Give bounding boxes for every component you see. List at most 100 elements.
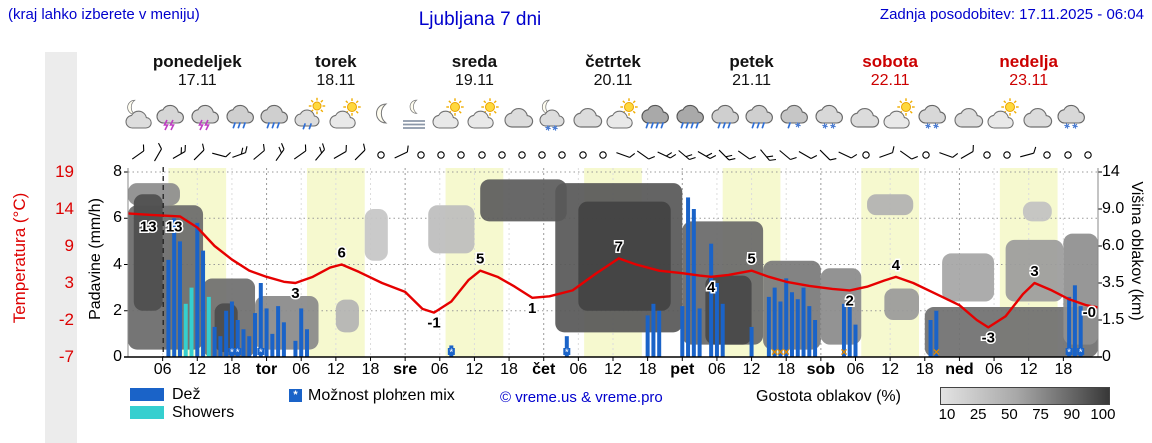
rain-bar (195, 222, 200, 357)
left-axis-strip (45, 52, 77, 443)
x-axis-tick: čet (532, 361, 556, 378)
wind-barb-icon (634, 146, 656, 164)
sleet-icon (777, 98, 813, 132)
x-axis-tick: 12 (742, 361, 761, 378)
wind-barb-icon (816, 146, 837, 164)
rain-bar (299, 308, 304, 357)
calm-wind-icon (1079, 146, 1097, 164)
shower-probability-marker (1065, 348, 1073, 355)
x-axis-tick: 06 (292, 361, 311, 378)
sun-cloud-icon (430, 98, 466, 132)
x-axis-tick: sob (806, 361, 836, 378)
shower-probability-marker (563, 348, 571, 355)
moon-icon (361, 98, 397, 132)
rain-bar (680, 306, 685, 357)
day-date: 19.11 (454, 72, 494, 89)
x-axis-tick: 18 (500, 361, 518, 378)
shower-probability-star-icon: * (289, 389, 302, 402)
cloud-axis-tick: 6.0 (1102, 237, 1125, 254)
x-axis-tick: 12 (881, 361, 900, 378)
wind-barb-icon (170, 144, 188, 164)
wind-barb-icon (230, 146, 248, 164)
wind-barb-icon (897, 146, 918, 164)
rain-bar (651, 303, 656, 357)
rain-bar (772, 287, 777, 357)
rain-bar (928, 320, 933, 357)
rain-bar (293, 340, 298, 357)
x-axis-tick: 12 (1019, 361, 1038, 378)
wind-barb-icon (796, 146, 818, 164)
calm-wind-icon (493, 146, 511, 164)
rain-bar (224, 310, 229, 357)
shower-bar (189, 287, 194, 357)
rain-bar (657, 310, 662, 357)
wind-barb-icon (836, 146, 858, 164)
rain-bar (778, 301, 783, 357)
frozen-mix-marker: × (771, 345, 778, 359)
rain-bar (218, 336, 223, 357)
x-axis-tick: 06 (985, 361, 1003, 378)
cloud-axis-tick: 14 (1102, 163, 1120, 180)
frozen-mix-marker: × (783, 345, 790, 359)
cloud-axis-tick: 1.5 (1102, 311, 1125, 328)
rain-bar (172, 218, 177, 357)
temperature-value-label: 3 (1030, 263, 1038, 280)
day-date: 21.11 (732, 72, 771, 89)
x-axis-tick: 18 (777, 361, 796, 378)
precip-axis-tick: 2 (113, 301, 122, 319)
rain-bar (807, 306, 812, 357)
day-date: 22.11 (870, 72, 910, 89)
rain-bar (241, 329, 246, 357)
density-tick: 90 (1063, 406, 1081, 423)
rain-bar (270, 333, 275, 357)
cloud-icon (950, 98, 986, 132)
day-name: torek (315, 52, 357, 71)
calm-wind-icon (978, 146, 996, 164)
rain-bar (304, 329, 309, 357)
cloud-icon (846, 98, 882, 132)
x-axis-tick: 12 (465, 361, 484, 378)
wind-barb-icon (1018, 146, 1037, 164)
day-date: 20.11 (593, 72, 633, 89)
temperature-value-label: 2 (846, 292, 854, 309)
sun-cloud-icon (881, 98, 917, 132)
temperature-value-label: 13 (166, 218, 183, 235)
temp-axis-tick: -7 (58, 347, 74, 366)
svg-text:*: * (230, 348, 234, 359)
temperature-value-label: -3 (982, 329, 995, 346)
rain-bar (281, 322, 286, 357)
svg-text:*: * (259, 348, 263, 359)
day-name: nedelja (999, 52, 1058, 71)
shower-probability-marker (257, 348, 265, 355)
day-date: 23.11 (1009, 72, 1049, 89)
moon-cloud-snow-icon (534, 98, 570, 132)
rain-bar (247, 336, 252, 357)
rain-bar (1067, 296, 1072, 357)
rain-bar (841, 303, 846, 357)
wind-barb-icon (877, 146, 895, 164)
svg-text:*: * (1067, 348, 1071, 359)
calm-wind-icon (574, 146, 592, 164)
cloud-density-scale-ticks: 10 25 50 75 90 100 (932, 406, 1118, 423)
rain-bar (212, 326, 217, 357)
temperature-value-label: 4 (707, 279, 716, 296)
showers-legend-label: Showers (172, 404, 235, 421)
menu-hint: (kraj lahko izberete v meniju) (8, 6, 200, 23)
temperature-value-label: 7 (615, 238, 623, 255)
temp-axis-tick: 14 (55, 199, 74, 218)
rain-bar (253, 313, 258, 357)
last-update: Zadnja posodobitev: 17.11.2025 - 06:04 (879, 6, 1144, 23)
precip-axis-tick: 8 (113, 163, 122, 180)
calm-wind-icon (857, 146, 875, 164)
rain-bar (201, 250, 206, 357)
copyright-link[interactable]: © vreme.us & vreme.pro (500, 389, 663, 406)
temp-axis-tick: -2 (58, 310, 74, 329)
x-axis-tick: 12 (188, 361, 207, 378)
shower-probability-marker (1077, 348, 1085, 355)
wind-barb-icon (756, 146, 776, 164)
x-axis-tick: pet (670, 361, 695, 378)
cloud-icon (500, 98, 536, 132)
rain-icon (257, 98, 293, 132)
sun-cloud-icon (465, 98, 501, 132)
